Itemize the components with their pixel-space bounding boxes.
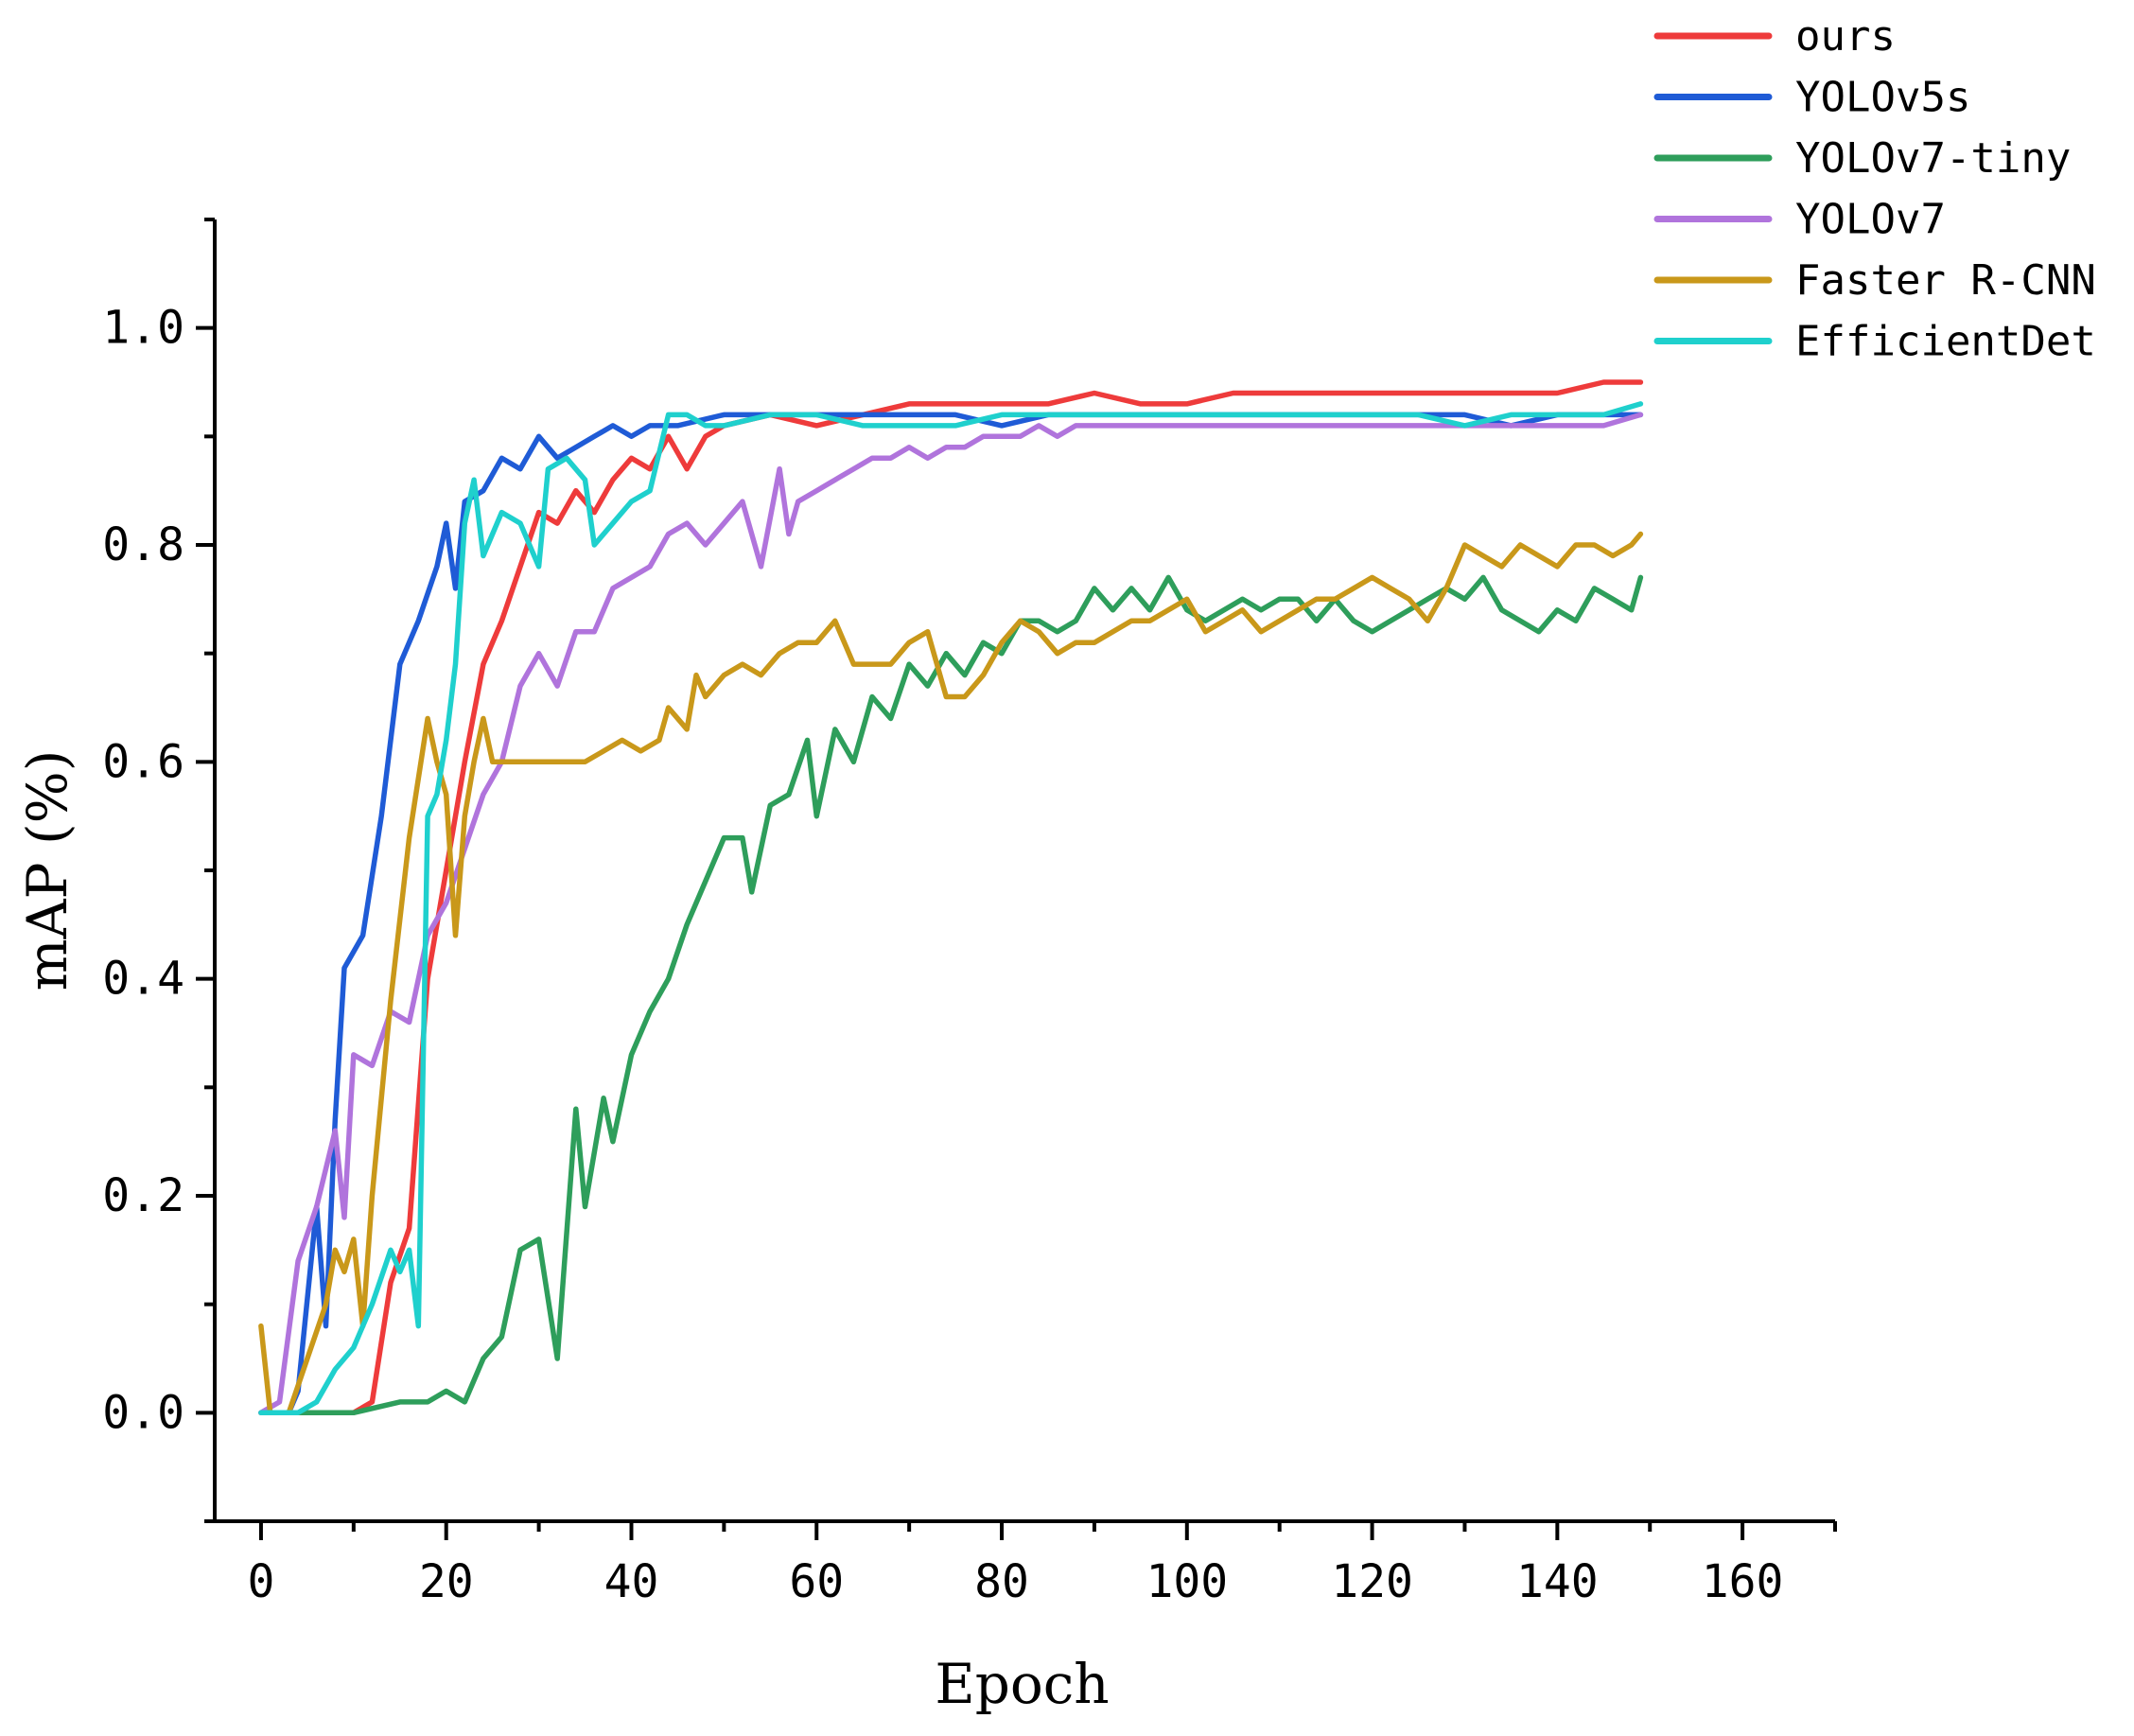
x-tick-label: 40 xyxy=(604,1555,659,1608)
series-line-faster-r-cnn xyxy=(258,531,1644,1416)
series-line-yolov7-tiny xyxy=(258,574,1644,1416)
legend: ours YOLOv5s YOLOv7-tiny YOLOv7 Faster R-CNN… xyxy=(1653,12,2096,366)
legend-label-ours: ours xyxy=(1795,12,1896,61)
x-tick-label: 0 xyxy=(247,1555,274,1608)
legend-label-efficientdet: EfficientDet xyxy=(1795,318,2096,366)
y-tick-label: 0.8 xyxy=(102,518,184,571)
legend-label-yolov7: YOLOv7 xyxy=(1795,196,1946,244)
x-tick-label: 120 xyxy=(1331,1555,1413,1608)
series-lines xyxy=(258,379,1644,1416)
y-tick-label: 0.2 xyxy=(102,1169,184,1222)
series-line-yolov7 xyxy=(258,412,1644,1416)
legend-label-yolov5s: YOLOv5s xyxy=(1795,74,1970,122)
series-line-efficientdet xyxy=(258,401,1644,1416)
y-tick-label: 0.4 xyxy=(102,953,184,1006)
y-tick-label: 0.0 xyxy=(102,1386,184,1439)
x-tick-label: 160 xyxy=(1702,1555,1784,1608)
legend-label-faster-r-cnn: Faster R-CNN xyxy=(1795,256,2096,305)
axes: 0 20 40 60 80 100 120 140 160 0.0 0.2 0.4 0.6 0.8 1.0 E… xyxy=(15,218,1837,1716)
x-tick-label: 20 xyxy=(419,1555,474,1608)
x-tick-label: 140 xyxy=(1516,1555,1599,1608)
y-tick-label: 1.0 xyxy=(102,302,184,355)
series-line-yolov5s xyxy=(258,412,1644,1416)
legend-label-yolov7-tiny: YOLOv7-tiny xyxy=(1795,134,2071,183)
y-axis-title: mAP (%) xyxy=(15,750,79,991)
series-line-ours xyxy=(258,379,1644,1416)
x-tick-label: 100 xyxy=(1146,1555,1228,1608)
x-tick-label: 80 xyxy=(974,1555,1029,1608)
x-tick-label: 60 xyxy=(789,1555,844,1608)
y-tick-label: 0.6 xyxy=(102,735,184,788)
x-axis-title: Epoch xyxy=(935,1652,1109,1716)
